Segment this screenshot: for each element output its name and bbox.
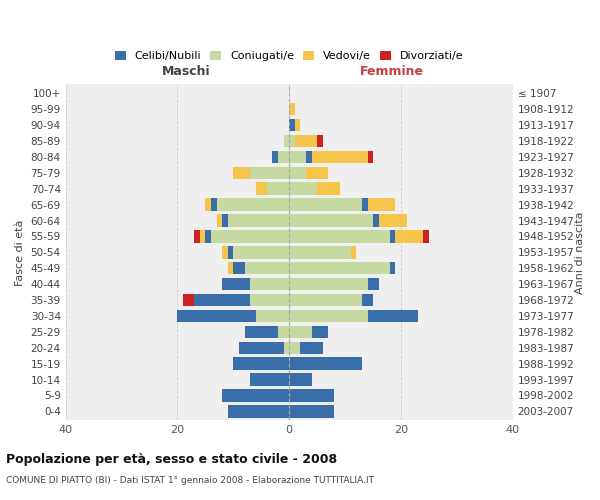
Bar <box>233 166 250 179</box>
Bar <box>311 326 328 338</box>
Bar <box>239 342 284 354</box>
Bar <box>245 326 278 338</box>
Bar <box>379 214 407 226</box>
Bar <box>368 310 418 322</box>
Bar <box>222 390 289 402</box>
Bar <box>295 135 317 147</box>
Bar <box>267 182 289 195</box>
Bar <box>205 230 211 242</box>
Bar <box>194 230 200 242</box>
Bar <box>211 230 289 242</box>
Bar <box>289 405 334 417</box>
Bar <box>222 246 228 258</box>
Bar <box>289 342 301 354</box>
Bar <box>289 150 306 163</box>
Bar <box>289 310 368 322</box>
Bar <box>289 390 334 402</box>
Bar <box>228 262 233 274</box>
Bar <box>278 326 289 338</box>
Bar <box>284 135 289 147</box>
Text: Popolazione per età, sesso e stato civile - 2008: Popolazione per età, sesso e stato civil… <box>6 452 337 466</box>
Text: Femmine: Femmine <box>360 65 424 78</box>
Bar <box>217 198 289 211</box>
Bar <box>217 214 222 226</box>
Bar <box>289 119 295 132</box>
Bar <box>233 358 289 370</box>
Bar <box>256 310 289 322</box>
Bar <box>284 342 289 354</box>
Y-axis label: Fasce di età: Fasce di età <box>15 219 25 286</box>
Text: COMUNE DI PIATTO (BI) - Dati ISTAT 1° gennaio 2008 - Elaborazione TUTTITALIA.IT: COMUNE DI PIATTO (BI) - Dati ISTAT 1° ge… <box>6 476 374 485</box>
Bar <box>289 214 373 226</box>
Bar <box>362 294 373 306</box>
Bar <box>289 294 362 306</box>
Bar <box>289 182 317 195</box>
Y-axis label: Anni di nascita: Anni di nascita <box>575 211 585 294</box>
Bar <box>289 358 362 370</box>
Bar <box>289 103 295 116</box>
Bar <box>245 262 289 274</box>
Bar <box>272 150 278 163</box>
Bar <box>289 135 295 147</box>
Text: Maschi: Maschi <box>162 65 211 78</box>
Bar <box>351 246 356 258</box>
Bar <box>183 294 194 306</box>
Bar <box>233 262 245 274</box>
Bar <box>278 150 289 163</box>
Bar <box>289 198 362 211</box>
Bar <box>250 166 289 179</box>
Bar <box>205 198 211 211</box>
Bar <box>194 294 250 306</box>
Bar <box>228 405 289 417</box>
Bar <box>289 166 306 179</box>
Bar <box>306 166 328 179</box>
Bar <box>250 278 289 290</box>
Bar <box>373 214 379 226</box>
Bar <box>289 374 311 386</box>
Bar <box>200 230 205 242</box>
Bar <box>395 230 424 242</box>
Bar <box>306 150 311 163</box>
Bar <box>289 262 390 274</box>
Bar <box>250 294 289 306</box>
Legend: Celibi/Nubili, Coniugati/e, Vedovi/e, Divorziati/e: Celibi/Nubili, Coniugati/e, Vedovi/e, Di… <box>110 46 468 66</box>
Bar <box>256 182 267 195</box>
Bar <box>211 198 217 211</box>
Bar <box>178 310 256 322</box>
Bar <box>289 246 351 258</box>
Bar <box>233 246 289 258</box>
Bar <box>362 198 368 211</box>
Bar <box>368 150 373 163</box>
Bar <box>317 135 323 147</box>
Bar <box>368 278 379 290</box>
Bar <box>368 198 395 211</box>
Bar <box>289 278 368 290</box>
Bar <box>317 182 340 195</box>
Bar <box>390 230 395 242</box>
Bar <box>228 246 233 258</box>
Bar <box>289 326 311 338</box>
Bar <box>222 214 228 226</box>
Bar <box>222 278 250 290</box>
Bar <box>311 150 368 163</box>
Bar <box>250 374 289 386</box>
Bar <box>295 119 301 132</box>
Bar <box>289 230 390 242</box>
Bar <box>424 230 429 242</box>
Bar <box>228 214 289 226</box>
Bar <box>301 342 323 354</box>
Bar <box>390 262 395 274</box>
